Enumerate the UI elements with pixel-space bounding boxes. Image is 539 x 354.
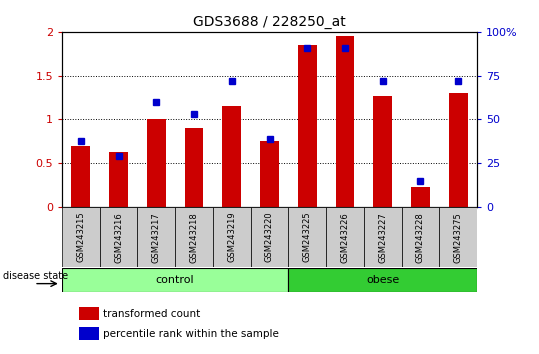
Text: transformed count: transformed count [103,309,201,319]
Bar [260,141,279,207]
Bar [184,128,204,207]
Text: control: control [156,275,195,285]
Bar [411,187,430,207]
Bar [335,36,355,207]
Text: GSM243226: GSM243226 [341,212,349,263]
FancyBboxPatch shape [62,268,288,292]
FancyBboxPatch shape [364,207,402,267]
Bar [109,152,128,207]
Text: GSM243216: GSM243216 [114,212,123,263]
Text: GSM243215: GSM243215 [77,212,85,263]
FancyBboxPatch shape [137,207,175,267]
FancyBboxPatch shape [175,207,213,267]
Text: obese: obese [366,275,399,285]
Title: GDS3688 / 228250_at: GDS3688 / 228250_at [193,16,346,29]
FancyBboxPatch shape [62,207,100,267]
Bar [147,120,166,207]
Text: percentile rank within the sample: percentile rank within the sample [103,329,279,338]
Text: GSM243217: GSM243217 [152,212,161,263]
Text: GSM243220: GSM243220 [265,212,274,263]
Text: disease state: disease state [3,272,68,281]
FancyBboxPatch shape [213,207,251,267]
Text: GSM243227: GSM243227 [378,212,387,263]
FancyBboxPatch shape [288,207,326,267]
FancyBboxPatch shape [251,207,288,267]
FancyBboxPatch shape [100,207,137,267]
Text: GSM243228: GSM243228 [416,212,425,263]
Text: GSM243275: GSM243275 [454,212,462,263]
Bar [298,45,317,207]
Text: GSM243225: GSM243225 [303,212,312,263]
Text: GSM243218: GSM243218 [190,212,198,263]
Bar [71,146,90,207]
FancyBboxPatch shape [402,207,439,267]
FancyBboxPatch shape [439,207,477,267]
Bar [79,307,99,320]
Text: GSM243219: GSM243219 [227,212,236,263]
Bar [448,93,467,207]
Bar [373,96,392,207]
Bar [222,106,241,207]
Bar [79,327,99,340]
FancyBboxPatch shape [288,268,477,292]
FancyBboxPatch shape [326,207,364,267]
